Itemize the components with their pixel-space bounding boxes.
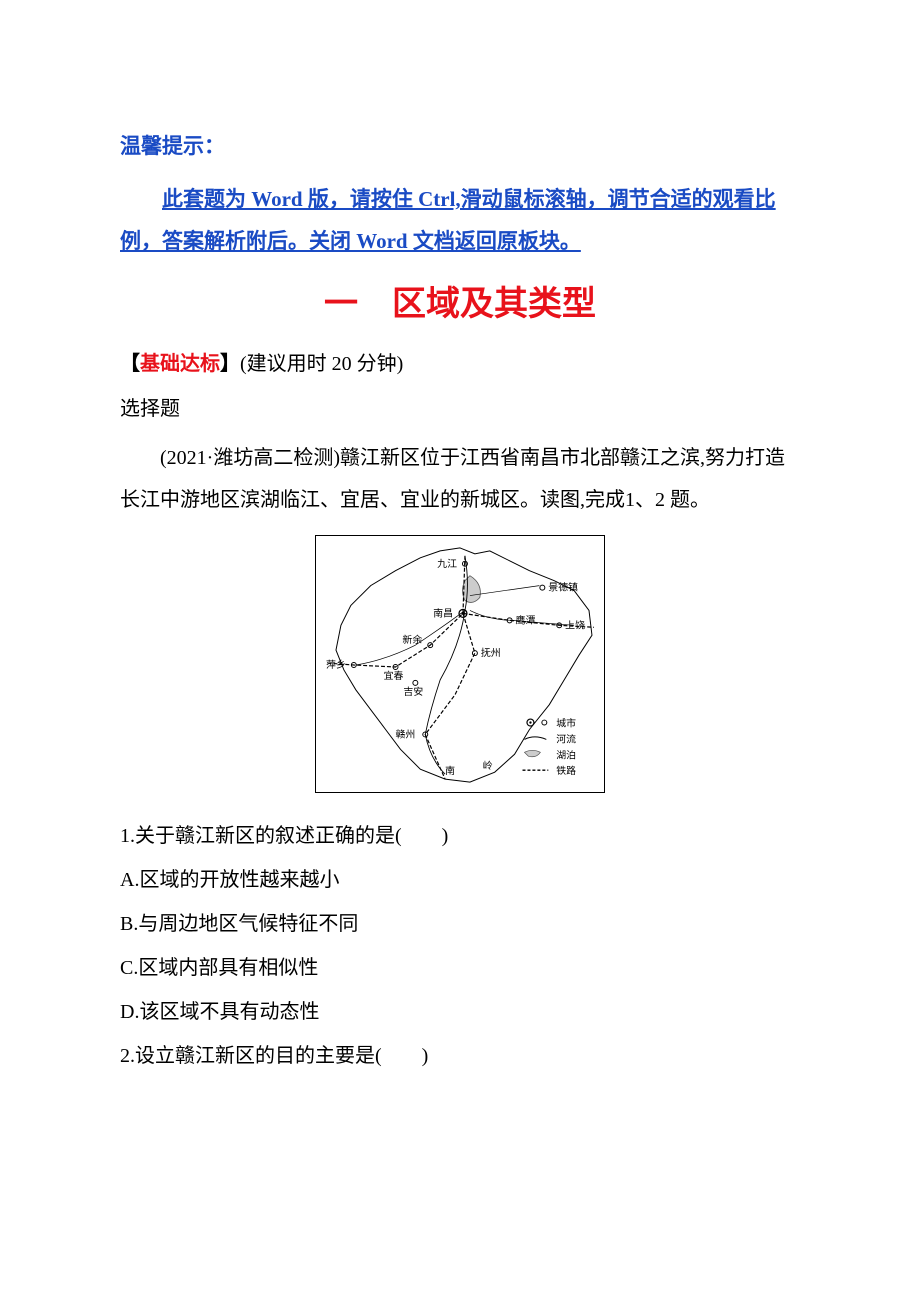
- city-label: 宜春: [384, 669, 404, 682]
- question-1-option-c: C.区域内部具有相似性: [120, 947, 800, 989]
- map-figure: 九江景德镇南昌鹰潭上饶新余抚州萍乡宜春吉安赣州 南岭 城市 河流 湖泊 铁路: [315, 535, 605, 793]
- question-type-label: 选择题: [120, 392, 800, 421]
- lake-shape: [462, 576, 480, 603]
- city-label: 南昌: [433, 606, 453, 619]
- city-label: 上饶: [565, 618, 585, 631]
- question-1-option-a: A.区域的开放性越来越小: [120, 859, 800, 901]
- city-label: 赣州: [396, 727, 416, 740]
- mountain-labels: 南岭: [445, 759, 493, 777]
- legend-rail-label: 铁路: [556, 764, 576, 777]
- legend-river-label: 河流: [556, 732, 576, 745]
- legend-city-label: 城市: [556, 717, 576, 730]
- city-labels: 九江景德镇南昌鹰潭 上饶新余抚州萍乡宜春吉安赣州: [326, 558, 585, 741]
- map-container: 九江景德镇南昌鹰潭上饶新余抚州萍乡宜春吉安赣州 南岭 城市 河流 湖泊 铁路: [120, 535, 800, 797]
- city-markers: [351, 561, 561, 737]
- city-label: 吉安: [403, 685, 423, 698]
- passage-text: (2021·潍坊高二检测)赣江新区位于江西省南昌市北部赣江之滨,努力打造长江中游…: [120, 437, 800, 521]
- bracket-open: 【: [120, 353, 140, 375]
- instruction-text: 此套题为 Word 版，请按住 Ctrl,滑动鼠标滚轴，调节合适的观看比例，答案…: [120, 178, 800, 262]
- map-svg: 九江景德镇南昌鹰潭上饶新余抚州萍乡宜春吉安赣州 南岭 城市 河流 湖泊 铁路: [316, 536, 604, 792]
- city-label: 景德镇: [548, 581, 578, 594]
- mountain-label: 南: [445, 764, 455, 777]
- city-label: 新余: [402, 633, 422, 646]
- question-1-option-b: B.与周边地区气候特征不同: [120, 903, 800, 945]
- railway-3: [425, 613, 475, 779]
- question-1-stem: 1.关于赣江新区的叙述正确的是( ): [120, 815, 800, 857]
- river-main: [425, 556, 467, 774]
- page-title: 一 区域及其类型: [120, 276, 800, 325]
- map-legend: 城市 河流 湖泊 铁路: [523, 717, 577, 778]
- section-label: 【基础达标】(建议用时 20 分钟): [120, 347, 800, 376]
- section-time: (建议用时 20 分钟): [240, 353, 403, 375]
- bracket-close: 】: [220, 353, 240, 375]
- warning-header: 温馨提示：: [120, 130, 800, 160]
- city-label: 鹰潭: [516, 613, 536, 626]
- section-name: 基础达标: [140, 353, 220, 375]
- city-label: 萍乡: [326, 659, 346, 671]
- legend-lake-label: 湖泊: [556, 749, 576, 761]
- city-label: 抚州: [481, 647, 501, 659]
- question-2-stem: 2.设立赣江新区的目的主要是( ): [120, 1035, 800, 1077]
- city-label: 九江: [437, 558, 457, 570]
- mountain-label: 岭: [483, 759, 493, 772]
- question-1-option-d: D.该区域不具有动态性: [120, 991, 800, 1033]
